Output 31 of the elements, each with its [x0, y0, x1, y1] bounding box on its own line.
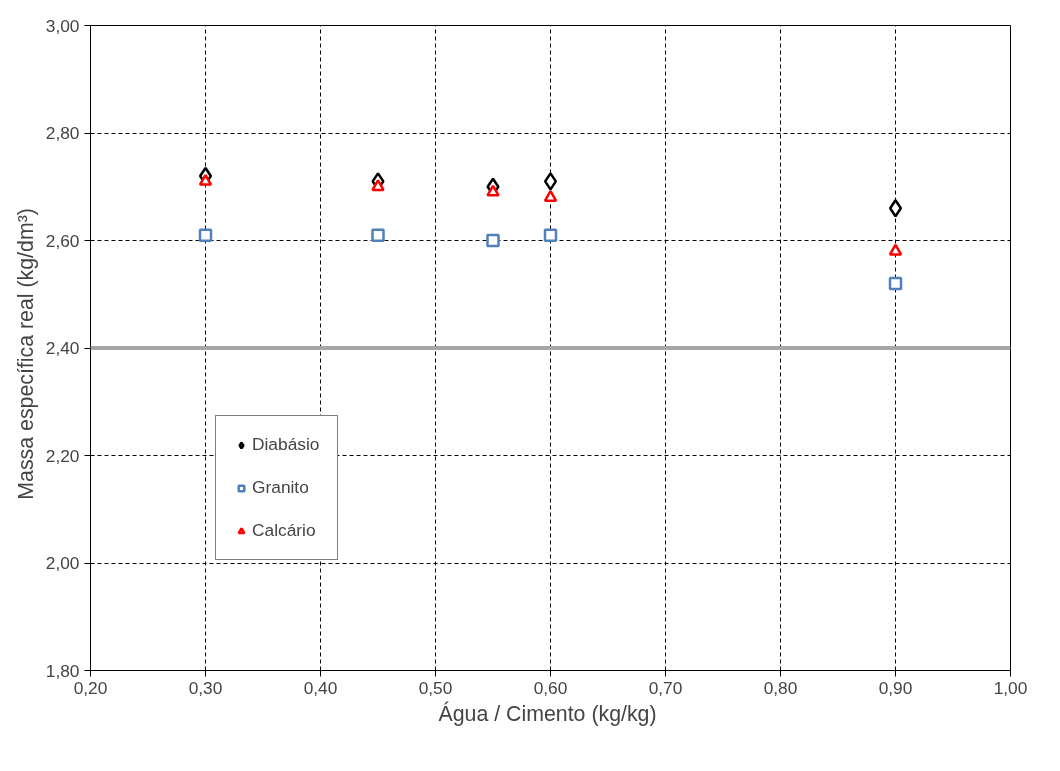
x-tick-label: 0,30: [188, 677, 223, 698]
x-tick-label: 0,50: [418, 677, 453, 698]
point: [888, 243, 903, 256]
point: [543, 189, 558, 202]
point: [486, 233, 500, 248]
legend-label: Diabásio: [252, 434, 320, 455]
y-tick-label: 2,40: [45, 338, 80, 358]
point: [543, 228, 558, 242]
y-axis-title: Massa específica real (kg/dm³): [13, 208, 38, 500]
y-tick-label: 2,00: [45, 553, 80, 573]
point: [888, 276, 903, 291]
y-tick-label: 2,60: [45, 230, 80, 251]
point: [543, 172, 558, 191]
point: [486, 184, 500, 197]
x-tick-label: 0,60: [533, 677, 568, 698]
x-tick-label: 1,00: [993, 677, 1028, 698]
point: [371, 228, 385, 242]
x-tick-label: 0,40: [303, 677, 338, 698]
x-tick-label: 0,80: [763, 677, 798, 698]
x-tick-label: 0,90: [878, 677, 913, 698]
x-axis-title: Água / Cimento (kg/kg): [438, 700, 657, 726]
y-tick-label: 2,80: [45, 123, 80, 143]
x-tick-label: 0,70: [648, 677, 683, 698]
point: [198, 173, 213, 186]
y-tick-label: 2,20: [45, 445, 80, 466]
point: [371, 179, 385, 192]
legend-label: Calcário: [252, 520, 316, 541]
point: [888, 199, 903, 218]
y-tick-label: 3,00: [45, 15, 80, 36]
point: [198, 228, 213, 242]
legend-label: Granito: [252, 477, 309, 498]
